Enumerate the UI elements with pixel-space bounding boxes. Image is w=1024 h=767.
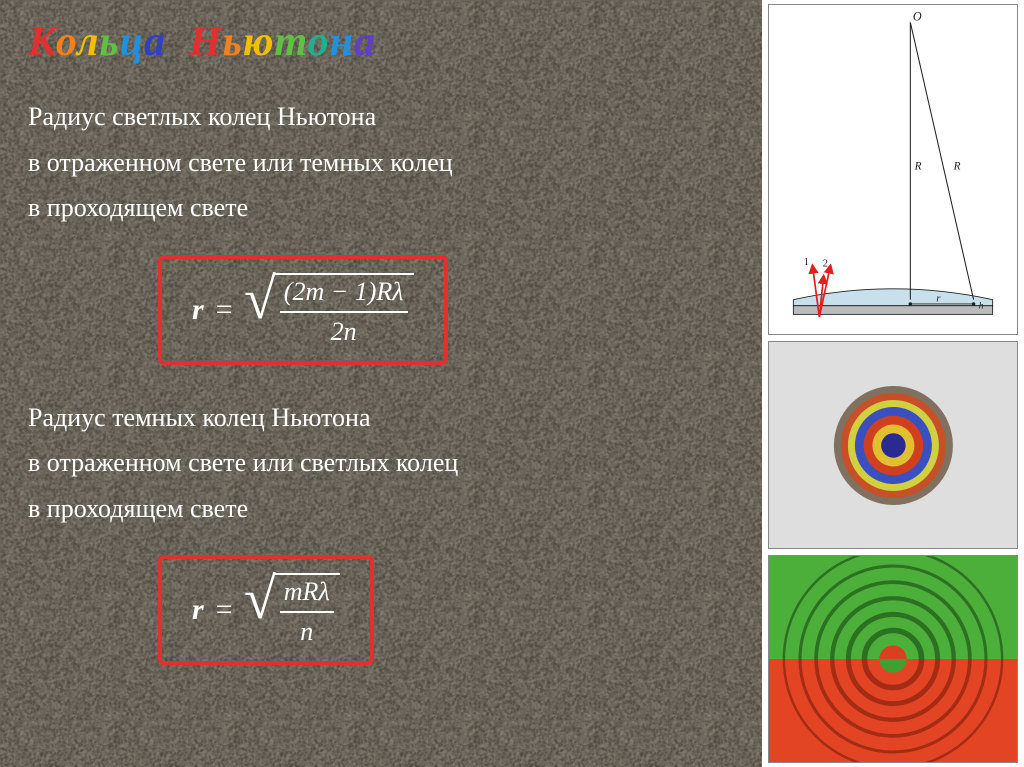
formula2-frac: mRλ n: [274, 573, 340, 647]
split-top: [769, 555, 1017, 659]
formula1-num: (2m − 1)Rλ: [280, 277, 408, 313]
formula1-den: 2n: [331, 313, 357, 347]
desc2-line2: в отраженном свете или светлых колец: [28, 448, 458, 477]
formula2-lhs: r: [192, 593, 204, 627]
desc1-line1: Радиус светлых колец Ньютона: [28, 102, 376, 131]
svg-text:R: R: [953, 161, 961, 173]
desc1-line2: в отраженном свете или темных колец: [28, 148, 453, 177]
geometry-diagram: ORRrh12: [769, 5, 1017, 334]
desc2-line1: Радиус темных колец Ньютона: [28, 403, 371, 432]
formula2-num: mRλ: [280, 577, 334, 613]
slide-main: Кольца Ньютона Радиус светлых колец Ньют…: [0, 0, 762, 767]
svg-text:h: h: [979, 301, 984, 311]
formula-1: r = √ (2m − 1)Rλ 2n: [192, 273, 414, 347]
formula2-eq: =: [214, 593, 234, 627]
formula1-lhs: r: [192, 293, 204, 327]
formula2-den: n: [300, 613, 313, 647]
svg-text:R: R: [914, 161, 922, 173]
figure-newton-rings: [768, 341, 1018, 549]
slide-title: Кольца Ньютона: [28, 18, 734, 66]
formula2-sqrt: √ mRλ n: [244, 573, 340, 647]
formula1-frac: (2m − 1)Rλ 2n: [274, 273, 414, 347]
svg-text:1: 1: [804, 257, 809, 268]
formula-box-1: r = √ (2m − 1)Rλ 2n: [158, 255, 448, 365]
formula1-eq: =: [214, 293, 234, 327]
sidebar-figures: ORRrh12: [762, 0, 1024, 767]
figure-geometry: ORRrh12: [768, 4, 1018, 335]
split-bottom: [769, 659, 1017, 763]
sqrt-icon: √: [244, 573, 276, 625]
split-top-diagram: [769, 555, 1017, 659]
description-1: Радиус светлых колец Ньютона в отраженно…: [28, 94, 734, 231]
formula-2: r = √ mRλ n: [192, 573, 340, 647]
sqrt-icon: √: [244, 273, 276, 325]
rings-diagram: [788, 358, 999, 533]
svg-text:2: 2: [823, 259, 828, 270]
figure-split-rings: [768, 555, 1018, 763]
desc2-line3: в проходящем свете: [28, 494, 248, 523]
formula-box-2: r = √ mRλ n: [158, 555, 374, 665]
svg-text:O: O: [913, 10, 922, 24]
formula1-sqrt: √ (2m − 1)Rλ 2n: [244, 273, 414, 347]
desc1-line3: в проходящем свете: [28, 193, 248, 222]
description-2: Радиус темных колец Ньютона в отраженном…: [28, 395, 734, 532]
split-bot-diagram: [769, 659, 1017, 763]
